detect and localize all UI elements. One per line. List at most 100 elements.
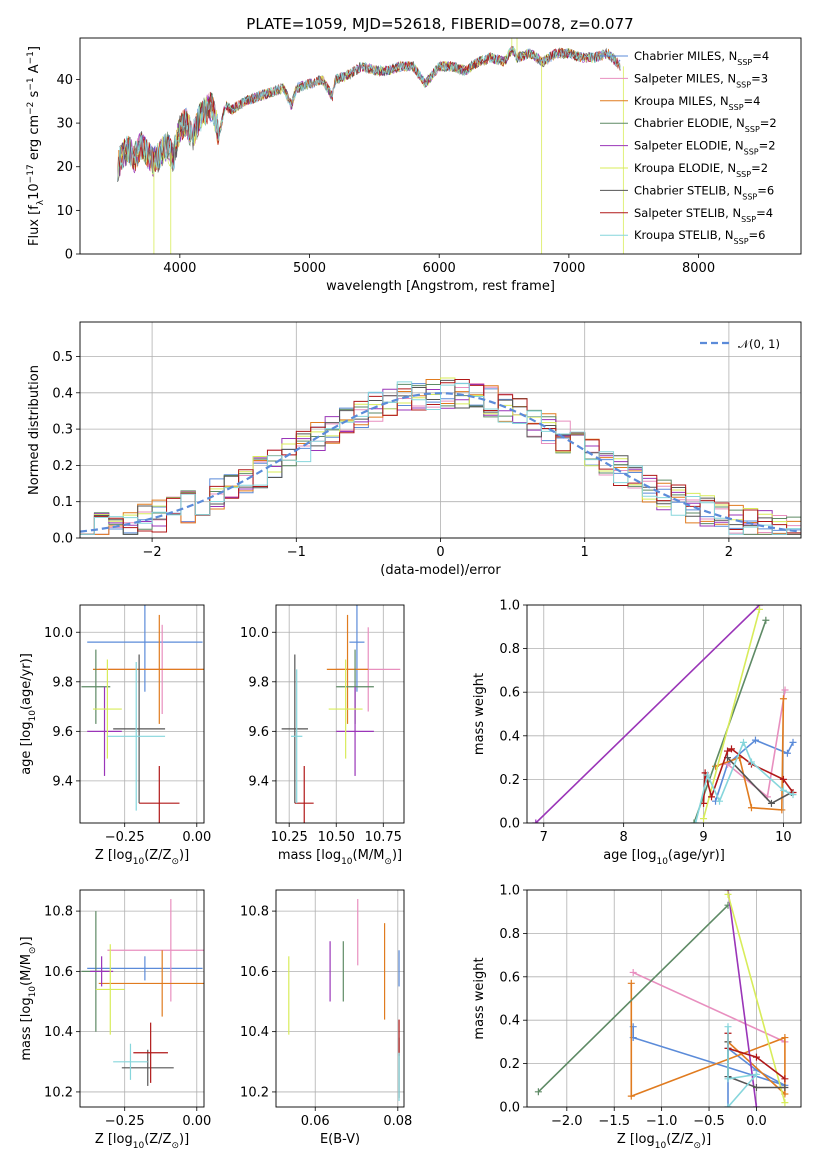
x-tick-label: 10.25: [271, 830, 308, 845]
marker-plus: [781, 1075, 789, 1083]
plot-area: [81, 899, 204, 1086]
axes-frame: [275, 889, 405, 1108]
x-tick-label: −1.0: [646, 1114, 678, 1129]
y-tick-label: 10.6: [44, 965, 73, 980]
spectrum-series-line: [117, 45, 621, 182]
x-tick-label: −0.25: [105, 1114, 145, 1129]
legend-entry: Salpeter ELODIE, NSSP=2: [634, 139, 776, 157]
x-tick-label: −0.5: [693, 1114, 725, 1129]
y-tick-label: 0.3: [52, 423, 73, 438]
y-tick-label: 1.0: [499, 599, 520, 614]
marker-plus: [724, 1075, 732, 1083]
plot-area: [80, 377, 801, 538]
marker-plus: [783, 749, 791, 757]
axes-frame: [526, 889, 802, 1108]
legend-entry: Kroupa STELIB, NSSP=6: [634, 228, 765, 246]
y-tick-label: 9.4: [248, 774, 269, 789]
legend-entry: 𝒩(0, 1): [738, 337, 780, 351]
marker-plus: [724, 747, 732, 755]
y-tick-label: 0.2: [499, 1057, 520, 1072]
y-axis-label: mass weight: [472, 957, 487, 1039]
marker-plus: [778, 806, 786, 814]
x-tick-label: 8000: [682, 261, 715, 276]
weight-series-line: [535, 605, 761, 823]
y-tick-label: 40: [56, 73, 73, 88]
y-tick-label: 0.5: [52, 350, 73, 365]
marker-plus: [704, 771, 712, 779]
axes-frame: [79, 604, 205, 824]
marker-plus: [627, 1092, 635, 1100]
weight-series-line: [537, 904, 729, 1093]
legend-entry: Salpeter STELIB, NSSP=4: [634, 206, 773, 224]
marker-plus: [781, 1083, 789, 1091]
marker-plus: [779, 775, 787, 783]
x-axis-label: (data-model)/error: [380, 563, 501, 578]
y-tick-label: 9.6: [248, 725, 269, 740]
y-axis-label: mass [log10(M/M⊙)]: [19, 936, 38, 1060]
weight-vs-metallicity-panel: −2.0 −1.5 −1.0 −0.5 0.0 0.0 0.2 0.4 0.6 0.8 1.0 Z […: [472, 884, 802, 1151]
y-tick-label: 0.1: [52, 495, 73, 510]
plot-area: [117, 38, 624, 254]
x-tick-label: 8: [620, 830, 628, 845]
y-tick-label: 0.6: [499, 970, 520, 985]
mass-vs-ebv-panel: 0.06 0.08 10.2 10.4 10.6 10.8 E(B-V): [240, 889, 412, 1147]
y-tick-label: 0.8: [499, 927, 520, 942]
x-tick-label: −2.0: [551, 1114, 583, 1129]
x-tick-label: 5000: [293, 261, 326, 276]
axes-frame: [79, 37, 802, 255]
x-tick-label: 10: [775, 830, 792, 845]
x-tick-label: −1.5: [598, 1114, 630, 1129]
x-tick-label: 7: [540, 830, 548, 845]
x-tick-label: 2: [725, 545, 733, 560]
spectrum-series-line: [117, 47, 621, 182]
y-axis-label: Normed distribution: [27, 365, 42, 495]
y-tick-label: 1.0: [499, 884, 520, 899]
weight-series-line: [702, 609, 761, 819]
y-tick-label: 0.2: [52, 459, 73, 474]
x-tick-label: 6000: [423, 261, 456, 276]
x-tick-label: 7000: [552, 261, 585, 276]
x-axis-label: mass [log10(M/M⊙)]: [278, 848, 402, 867]
x-tick-label: 9: [699, 830, 707, 845]
y-tick-label: 10.2: [44, 1085, 73, 1100]
x-axis-label: E(B-V): [320, 1132, 360, 1147]
marker-plus: [724, 1023, 732, 1031]
y-tick-label: 0: [65, 248, 73, 263]
axes-frame: [275, 604, 405, 824]
y-tick-label: 0.8: [499, 642, 520, 657]
marker-plus: [739, 738, 747, 746]
y-tick-label: 0.0: [499, 1101, 520, 1116]
gaussian-reference-curve: [80, 392, 801, 533]
x-tick-label: 10.75: [365, 830, 402, 845]
x-axis-label: Z [log10(Z/Z⊙)]: [95, 848, 189, 867]
weight-series-line: [632, 971, 786, 1043]
marker-plus: [752, 1070, 760, 1078]
histogram-series: [80, 381, 801, 538]
marker-plus: [752, 1103, 760, 1107]
x-tick-label: −0.25: [105, 830, 145, 845]
y-tick-label: 0.6: [499, 686, 520, 701]
marker-plus: [781, 1034, 789, 1042]
marker-plus: [728, 745, 736, 753]
marker-plus: [724, 890, 732, 898]
marker-plus: [767, 799, 775, 807]
weight-series-line: [630, 983, 786, 1098]
weight-series-line: [727, 894, 786, 1103]
spectrum-panel: 4000 5000 6000 7000 8000 0 10 20 30 40 wavelength …: [26, 37, 802, 294]
x-tick-label: −2: [143, 545, 162, 560]
marker-plus: [747, 758, 755, 766]
y-tick-label: 9.8: [52, 675, 73, 690]
legend: Chabrier MILES, NSSP=4 Salpeter MILES, NS…: [600, 49, 777, 246]
weight-series-line: [727, 890, 758, 1107]
marker-plus: [762, 616, 770, 624]
marker-plus: [629, 968, 637, 976]
x-tick-label: −1: [287, 545, 306, 560]
plot-area: [534, 890, 789, 1107]
legend-entry: Salpeter MILES, NSSP=3: [634, 71, 768, 89]
marker-plus: [716, 797, 724, 805]
y-tick-label: 0.0: [52, 532, 73, 547]
y-axis-label: age [log10(age/yr)]: [19, 653, 38, 775]
marker-plus: [747, 804, 755, 812]
x-tick-label: 0.0: [746, 1114, 767, 1129]
